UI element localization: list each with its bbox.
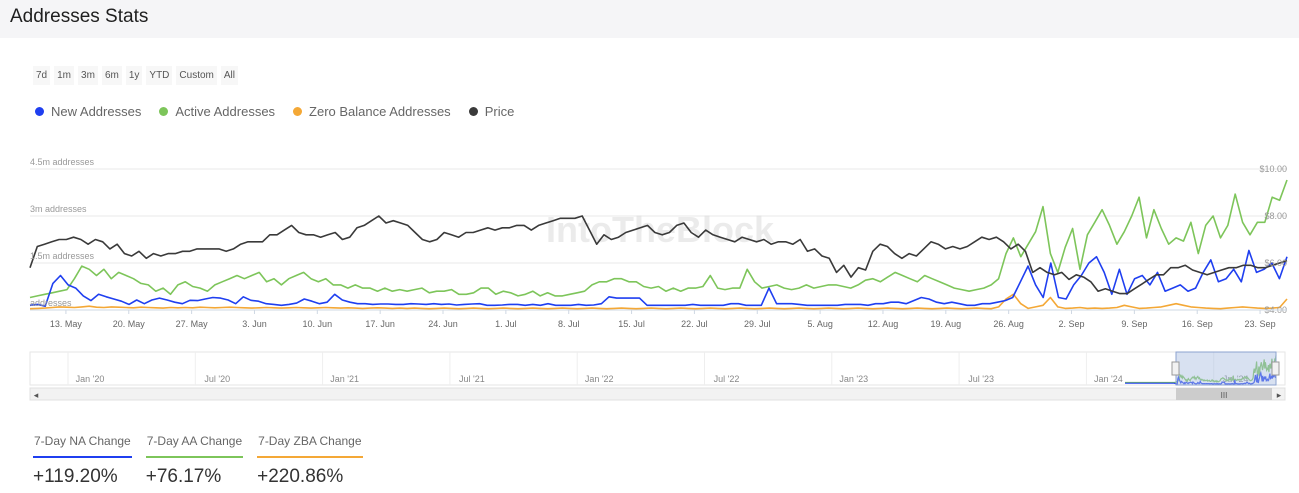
x-tick-label: 9. Sep bbox=[1121, 319, 1147, 329]
chart-legend: New Addresses Active Addresses Zero Bala… bbox=[35, 104, 532, 119]
stat-value: +220.86% bbox=[257, 466, 344, 487]
x-tick-label: 3. Jun bbox=[242, 319, 267, 329]
title-bar: Addresses Stats bbox=[0, 0, 1299, 38]
legend-item-price[interactable]: Price bbox=[468, 104, 515, 119]
range-selector: 7d 1m 3m 6m 1y YTD Custom All bbox=[33, 66, 242, 85]
legend-label: Zero Balance Addresses bbox=[309, 104, 451, 119]
x-axis: 13. May 20. May 27. May 3. Jun 10. Jun 17. Ju… bbox=[30, 309, 1287, 329]
legend-item-zero-balance-addresses[interactable]: Zero Balance Addresses bbox=[293, 104, 451, 119]
scrollbar-grip-icon: III bbox=[1221, 391, 1228, 400]
navigator-tick-label: Jan '21 bbox=[330, 374, 359, 384]
scrollbar-thumb[interactable] bbox=[1176, 388, 1272, 400]
stat-label: 7-Day NA Change bbox=[33, 430, 132, 458]
range-button-3m[interactable]: 3m bbox=[78, 66, 98, 85]
range-button-custom[interactable]: Custom bbox=[176, 66, 217, 85]
scroll-left-arrow-icon[interactable]: ◂ bbox=[34, 390, 39, 400]
legend-dot-zero-balance-addresses bbox=[293, 107, 303, 116]
x-tick-label: 27. May bbox=[176, 319, 209, 329]
navigator-tick-label: Jan '24 bbox=[1094, 374, 1123, 384]
left-tick-label: addresses bbox=[30, 298, 72, 308]
range-button-6m[interactable]: 6m bbox=[101, 66, 122, 85]
x-tick-label: 29. Jul bbox=[744, 319, 771, 329]
stat-value: +119.20% bbox=[33, 466, 118, 487]
legend-label: New Addresses bbox=[51, 104, 142, 119]
x-tick-label: 1. Jul bbox=[495, 319, 517, 329]
navigator-left-handle[interactable] bbox=[1171, 361, 1180, 376]
x-tick-label: 2. Sep bbox=[1058, 319, 1084, 329]
main-chart: IntoTheBlock 4.5m addresses 3m addresses 1… bbox=[29, 157, 1288, 329]
x-tick-label: 15. Jul bbox=[618, 319, 645, 329]
stat-value: +76.17% bbox=[145, 466, 222, 487]
legend-label: Active Addresses bbox=[175, 104, 276, 119]
scroll-right-arrow-icon[interactable]: ▸ bbox=[1277, 390, 1282, 400]
series-lines bbox=[29, 179, 1288, 310]
x-tick-label: 10. Jun bbox=[303, 319, 333, 329]
right-tick-label: $6.00 bbox=[1264, 258, 1287, 268]
navigator-tick-label: Jul '23 bbox=[968, 374, 994, 384]
x-tick-label: 17. Jun bbox=[365, 319, 395, 329]
legend-dot-price bbox=[468, 107, 478, 116]
x-tick-label: 26. Aug bbox=[993, 319, 1024, 329]
stat-na-change: 7-Day NA Change +119.20% bbox=[33, 430, 132, 488]
series-line-new-addresses[interactable] bbox=[29, 249, 1288, 307]
range-button-ytd[interactable]: YTD bbox=[146, 66, 173, 85]
stat-zba-change: 7-Day ZBA Change +220.86% bbox=[257, 430, 363, 488]
legend-dot-active-addresses bbox=[159, 107, 169, 116]
range-button-all[interactable]: All bbox=[220, 66, 238, 85]
range-button-1y[interactable]: 1y bbox=[125, 66, 143, 85]
navigator-selection[interactable] bbox=[1175, 351, 1277, 386]
series-line-zero-balance-addresses[interactable] bbox=[29, 293, 1288, 310]
watermark: IntoTheBlock bbox=[546, 209, 775, 250]
page-title: Addresses Stats bbox=[10, 6, 149, 27]
navigator-tick-label: Jan '23 bbox=[839, 374, 868, 384]
stats-row: 7-Day NA Change +119.20% 7-Day AA Change… bbox=[33, 430, 363, 488]
navigator-right-handle[interactable] bbox=[1271, 361, 1280, 376]
x-tick-label: 5. Aug bbox=[807, 319, 833, 329]
x-tick-label: 23. Sep bbox=[1245, 319, 1276, 329]
navigator-tick-label: Jul '20 bbox=[204, 374, 230, 384]
x-tick-label: 13. May bbox=[50, 319, 83, 329]
legend-item-active-addresses[interactable]: Active Addresses bbox=[159, 104, 275, 119]
x-tick-label: 22. Jul bbox=[681, 319, 708, 329]
right-axis: $10.00$8.00$6.00$4.00 bbox=[1259, 164, 1287, 315]
x-tick-label: 8. Jul bbox=[558, 319, 580, 329]
stat-label: 7-Day ZBA Change bbox=[257, 430, 363, 458]
x-tick-label: 24. Jun bbox=[428, 319, 458, 329]
navigator-tick-label: Jan '20 bbox=[76, 374, 105, 384]
right-tick-label: $10.00 bbox=[1259, 164, 1287, 174]
x-tick-label: 16. Sep bbox=[1182, 319, 1213, 329]
navigator-series bbox=[1125, 355, 1277, 386]
left-tick-label: 1.5m addresses bbox=[30, 251, 95, 261]
range-button-7d[interactable]: 7d bbox=[33, 66, 51, 85]
legend-item-new-addresses[interactable]: New Addresses bbox=[35, 104, 141, 119]
series-line-active-addresses[interactable] bbox=[29, 179, 1288, 299]
navigator-line-new-addresses bbox=[1125, 370, 1277, 386]
stat-aa-change: 7-Day AA Change +76.17% bbox=[145, 430, 244, 488]
x-tick-label: 19. Aug bbox=[931, 319, 962, 329]
legend-dot-new-addresses bbox=[35, 107, 44, 116]
series-line-price[interactable] bbox=[29, 215, 1288, 295]
navigator-frame bbox=[29, 351, 1286, 386]
left-tick-label: 4.5m addresses bbox=[30, 157, 95, 167]
x-tick-label: 12. Aug bbox=[868, 319, 899, 329]
left-tick-label: 3m addresses bbox=[30, 204, 87, 214]
left-axis: 4.5m addresses 3m addresses 1.5m addresses… bbox=[30, 157, 95, 308]
navigator[interactable]: Jan '20 Jul '20 Jan '21 Jul '21 Jan '22 Jul '… bbox=[0, 345, 1299, 405]
right-tick-label: $8.00 bbox=[1264, 211, 1287, 221]
x-tick-label: 20. May bbox=[113, 319, 146, 329]
navigator-tick-label: Jan '22 bbox=[585, 374, 614, 384]
range-button-1m[interactable]: 1m bbox=[54, 66, 75, 85]
stat-label: 7-Day AA Change bbox=[145, 430, 244, 458]
navigator-tick-label: Jul '22 bbox=[714, 374, 740, 384]
legend-label: Price bbox=[484, 104, 515, 119]
scrollbar-track[interactable] bbox=[29, 387, 1286, 401]
navigator-tick-label: Jul '21 bbox=[459, 374, 485, 384]
